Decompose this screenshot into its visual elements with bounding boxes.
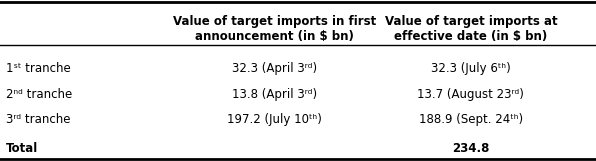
Text: 197.2 (July 10ᵗʰ): 197.2 (July 10ᵗʰ) [226,114,322,126]
Text: 234.8: 234.8 [452,142,489,155]
Text: 188.9 (Sept. 24ᵗʰ): 188.9 (Sept. 24ᵗʰ) [419,114,523,126]
Text: Value of target imports at
effective date (in $ bn): Value of target imports at effective dat… [384,15,557,43]
Text: 2ⁿᵈ tranche: 2ⁿᵈ tranche [6,88,72,101]
Text: 1ˢᵗ tranche: 1ˢᵗ tranche [6,62,71,75]
Text: Value of target imports in first
announcement (in $ bn): Value of target imports in first announc… [172,15,376,43]
Text: 3ʳᵈ tranche: 3ʳᵈ tranche [6,114,70,126]
Text: 32.3 (July 6ᵗʰ): 32.3 (July 6ᵗʰ) [431,62,511,75]
Text: 13.8 (April 3ʳᵈ): 13.8 (April 3ʳᵈ) [232,88,316,101]
Text: 32.3 (April 3ʳᵈ): 32.3 (April 3ʳᵈ) [232,62,316,75]
Text: Total: Total [6,142,38,155]
Text: 13.7 (August 23ʳᵈ): 13.7 (August 23ʳᵈ) [417,88,524,101]
